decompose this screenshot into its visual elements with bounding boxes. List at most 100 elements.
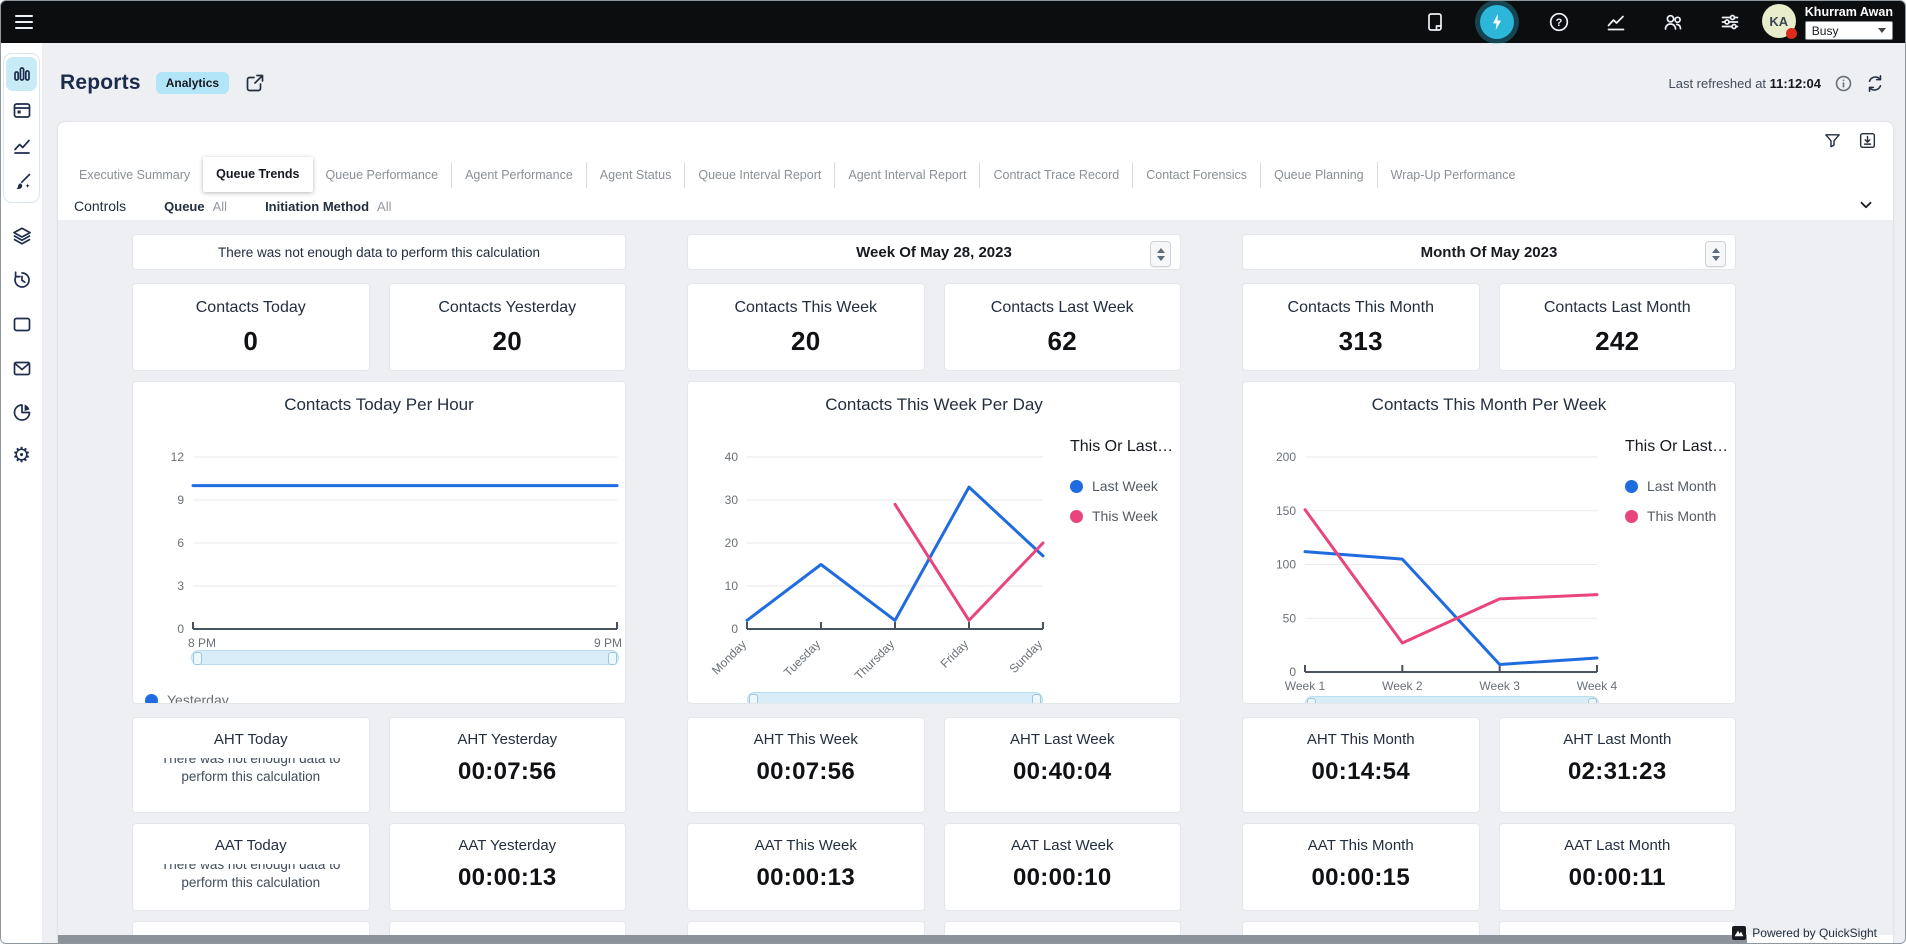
column-today: There was not enough data to perform thi… — [132, 234, 626, 935]
tab-executive-summary[interactable]: Executive Summary — [79, 168, 191, 182]
legend-label: This Week — [1092, 508, 1158, 525]
assist-flash-icon[interactable] — [1479, 5, 1514, 39]
svg-text:0: 0 — [177, 622, 184, 636]
users-icon[interactable] — [1661, 10, 1685, 34]
legend-title: This Or Last… — [1625, 438, 1729, 456]
tab-agent-status[interactable]: Agent Status — [585, 162, 685, 188]
metric-aht-last-month: AHT Last Month 02:31:23 — [1498, 717, 1736, 813]
history-icon[interactable] — [6, 263, 37, 296]
metric-aht-this-week: AHT This Week 00:07:56 — [687, 717, 925, 813]
email-icon[interactable] — [6, 351, 37, 384]
controls-bar: Controls Queue All Initiation Method All — [58, 192, 1893, 220]
chart-legend: This Or Last… Last Month This Month — [1625, 438, 1728, 538]
export-download-icon[interactable] — [1858, 131, 1877, 150]
user-meta: Khurram Awan Busy — [1804, 4, 1893, 40]
page-title: Reports — [60, 71, 141, 94]
svg-text:Thursday: Thursday — [852, 637, 897, 682]
tab-agent-performance[interactable]: Agent Performance — [451, 162, 586, 188]
chart-contacts-this-week-per-day: Contacts This Week Per Day 0 10 20 30 40 Mond… — [687, 381, 1181, 704]
kpi-row: Contacts Today 0 Contacts Yesterday 20 — [132, 283, 626, 372]
svg-text:9: 9 — [177, 493, 184, 507]
controls-title: Controls — [74, 198, 127, 214]
topbar-icons: ? — [1423, 5, 1742, 39]
svg-text:9 PM: 9 PM — [594, 636, 622, 650]
month-stepper[interactable] — [1705, 241, 1726, 267]
help-icon[interactable]: ? — [1547, 10, 1571, 34]
svg-text:12: 12 — [171, 450, 185, 464]
metric-aat-last-week: AAT Last Week 00:00:10 — [943, 823, 1181, 911]
svg-text:Sunday: Sunday — [1006, 637, 1045, 676]
line-chart: 0 10 20 30 40 Monday Tuesday Thursday Friday Sund… — [709, 450, 1045, 682]
legend-item: Last Month — [1625, 478, 1728, 494]
chart-x-scrollbar[interactable] — [191, 650, 619, 666]
chart-x-scrollbar[interactable] — [1305, 696, 1599, 704]
report-tabs: Executive Summary Queue Trends Queue Per… — [66, 157, 1823, 192]
initiation-filter-value[interactable]: All — [377, 198, 392, 214]
svg-text:Monday: Monday — [709, 637, 749, 677]
kpi-contacts-last-month: Contacts Last Month 242 — [1498, 283, 1736, 372]
bar-chart-icon — [13, 67, 30, 81]
svg-text:10: 10 — [725, 579, 739, 593]
legend-dot-icon — [145, 693, 158, 704]
legend-label: Last Week — [1092, 478, 1158, 495]
notes-icon[interactable] — [1423, 10, 1447, 34]
tab-contract-trace-record[interactable]: Contract Trace Record — [979, 162, 1132, 188]
kpi-contacts-last-week: Contacts Last Week 62 — [943, 283, 1181, 372]
kpi-row: Contacts This Month 313 Contacts Last Mo… — [1242, 283, 1736, 372]
sidebar-item-schedule[interactable] — [6, 93, 37, 127]
chart-x-scrollbar[interactable] — [747, 692, 1043, 704]
preferences-icon[interactable] — [1718, 10, 1742, 34]
chart-contacts-today-per-hour: Contacts Today Per Hour 0 3 6 9 12 8 PM 9 PM Y… — [132, 381, 626, 704]
tab-agent-interval-report[interactable]: Agent Interval Report — [834, 162, 979, 188]
column-week: Week Of May 28, 2023 Contacts This Week … — [687, 234, 1181, 935]
quicksight-badge[interactable]: Powered by QuickSight — [1732, 926, 1877, 940]
horizontal-scrollbar[interactable] — [58, 935, 1747, 943]
legend-label: This Month — [1647, 508, 1717, 525]
svg-text:Tuesday: Tuesday — [781, 637, 823, 679]
window-icon[interactable] — [6, 307, 37, 340]
tab-queue-interval-report[interactable]: Queue Interval Report — [684, 162, 834, 188]
refresh-icon[interactable] — [1865, 73, 1885, 93]
status-value: Busy — [1811, 23, 1839, 38]
svg-text:Friday: Friday — [938, 637, 971, 670]
sidebar-item-reports[interactable] — [6, 57, 37, 91]
dashboard-card: Executive Summary Queue Trends Queue Per… — [57, 121, 1894, 943]
user-block: KA Khurram Awan Busy — [1761, 4, 1893, 40]
layers-icon[interactable] — [6, 219, 37, 252]
metric-aht-last-week: AHT Last Week 00:40:04 — [943, 717, 1181, 813]
user-name: Khurram Awan — [1804, 5, 1893, 19]
sidebar-item-design[interactable] — [6, 165, 37, 199]
external-link-icon[interactable] — [244, 72, 266, 94]
filter-icon[interactable] — [1823, 131, 1842, 150]
avatar[interactable]: KA — [1761, 4, 1797, 39]
sidebar-item-analytics[interactable] — [6, 129, 37, 163]
tab-queue-planning[interactable]: Queue Planning — [1259, 162, 1377, 188]
calendar-icon — [13, 103, 30, 118]
svg-text:100: 100 — [1276, 558, 1296, 572]
status-select[interactable]: Busy — [1804, 21, 1893, 40]
metric-aat-last-month: AAT Last Month 00:00:11 — [1498, 823, 1736, 911]
aht-row: AHT This Week 00:07:56 AHT Last Week 00:… — [687, 717, 1181, 813]
metrics-icon[interactable] — [1604, 10, 1628, 34]
tab-queue-performance[interactable]: Queue Performance — [325, 168, 439, 182]
metric-aht-yesterday: AHT Yesterday 00:07:56 — [388, 717, 626, 813]
settings-gear-icon[interactable]: ⚙ — [12, 444, 31, 467]
tab-contact-forensics[interactable]: Contact Forensics — [1132, 162, 1260, 188]
svg-text:20: 20 — [725, 536, 739, 550]
tab-queue-trends[interactable]: Queue Trends — [203, 157, 313, 192]
design-brush-icon — [15, 173, 30, 189]
hamburger-menu-icon[interactable] — [15, 9, 41, 35]
metric-aat-today: AAT Today There was not enough data to p… — [132, 823, 370, 911]
initiation-method-filter: Initiation Method All — [265, 198, 392, 214]
metric-aht-today: AHT Today There was not enough data to p… — [132, 717, 370, 813]
controls-collapse-chevron-icon[interactable] — [1857, 196, 1877, 216]
queue-filter-value[interactable]: All — [212, 198, 228, 214]
week-stepper[interactable] — [1150, 241, 1171, 267]
pie-chart-icon[interactable] — [6, 395, 37, 428]
column-month: Month Of May 2023 Contacts This Month 31… — [1242, 234, 1736, 935]
info-icon[interactable] — [1833, 73, 1853, 93]
tab-wrap-up-performance[interactable]: Wrap-Up Performance — [1376, 162, 1529, 188]
legend-item: Yesterday — [145, 692, 229, 704]
last-refreshed-time: 11:12:04 — [1769, 75, 1821, 91]
